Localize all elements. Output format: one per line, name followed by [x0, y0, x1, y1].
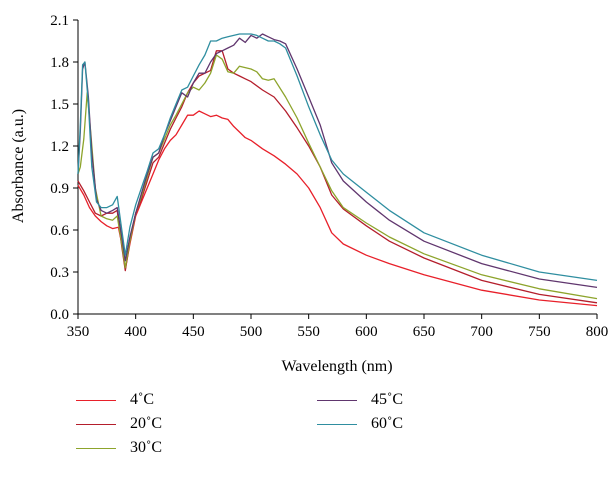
x-tick-label: 650 [413, 324, 436, 340]
y-tick-label: 2.1 [50, 13, 69, 29]
x-axis-title: Wavelength (nm) [281, 358, 392, 375]
x-tick-label: 600 [355, 324, 378, 340]
x-tick-label: 750 [528, 324, 551, 340]
x-tick-label: 550 [297, 324, 320, 340]
series-line-3 [77, 54, 598, 300]
legend-item: 30˚C [76, 437, 162, 459]
series-line-1 [77, 110, 598, 307]
legend-item: 20˚C [76, 413, 162, 435]
x-tick-label: 800 [586, 324, 609, 340]
legend-item: 60˚C [317, 413, 403, 435]
x-tick-label: 350 [67, 324, 90, 340]
legend-swatch [76, 423, 116, 425]
y-tick-label: 1.5 [50, 97, 69, 113]
legend-label: 20˚C [130, 415, 162, 432]
series-line-5 [77, 33, 598, 282]
legend-label: 45˚C [371, 391, 403, 408]
axes: 0.0 0.3 0.6 0.9 1.2 1.5 1.8 2.1 350 400 450 500 550 6… [50, 13, 608, 340]
y-axis-title: Absorbance (a.u.) [10, 109, 27, 223]
x-tick-label: 400 [124, 324, 147, 340]
y-tick-label: 0.6 [50, 223, 69, 239]
y-tick-label: 0.9 [50, 181, 69, 197]
series-line-2 [77, 50, 598, 304]
y-tick-label: 0.0 [50, 307, 69, 323]
legend-swatch [317, 399, 357, 401]
legend-swatch [317, 423, 357, 425]
legend-label: 30˚C [130, 439, 162, 456]
series-layer [77, 33, 598, 307]
legend-swatch [76, 399, 116, 401]
legend-item: 45˚C [317, 389, 403, 411]
x-tick-label: 450 [182, 324, 205, 340]
x-tick-label: 700 [470, 324, 493, 340]
legend-swatch [76, 447, 116, 449]
y-tick-label: 1.2 [50, 139, 69, 155]
y-tick-label: 0.3 [50, 265, 69, 281]
x-tick-label: 500 [240, 324, 263, 340]
legend-label: 60˚C [371, 415, 403, 432]
series-line-4 [77, 33, 598, 289]
legend-item: 4˚C [76, 389, 154, 411]
legend-label: 4˚C [130, 391, 154, 408]
y-tick-label: 1.8 [50, 55, 69, 71]
